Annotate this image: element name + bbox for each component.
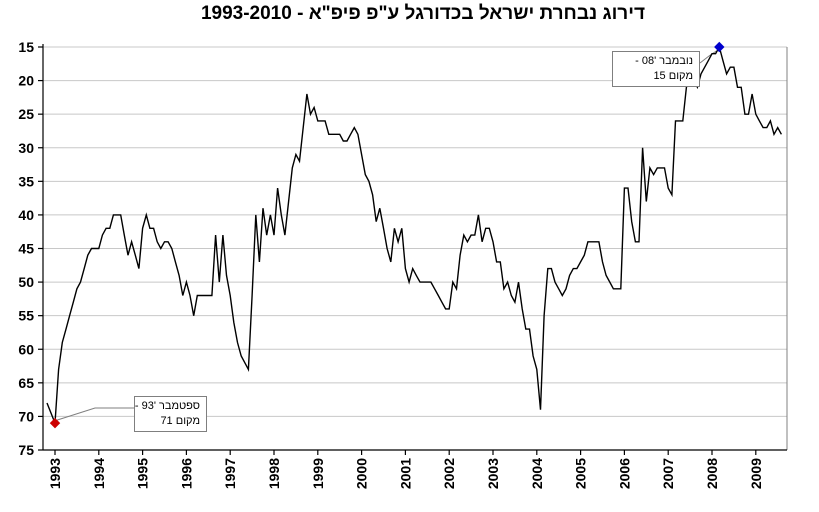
x-tick-label: 1998 (266, 458, 282, 489)
y-tick-label: 65 (18, 375, 34, 391)
worst-rank-marker (49, 417, 61, 429)
x-tick-label: 2008 (704, 458, 720, 489)
x-tick-label: 2007 (660, 458, 676, 489)
x-tick-label: 2002 (441, 458, 457, 489)
y-tick-label: 30 (18, 140, 34, 156)
x-tick-label: 2003 (485, 458, 501, 489)
x-tick-label: 1996 (178, 458, 194, 489)
x-tick-label: 2004 (529, 458, 545, 489)
ranking-line (46, 45, 783, 424)
connector-line-high (699, 50, 717, 64)
connector-line-low (56, 407, 134, 421)
y-tick-label: 20 (18, 73, 34, 89)
x-tick-label: 2005 (573, 458, 589, 489)
x-tick-label: 1993 (47, 458, 63, 489)
x-tick-label: 2000 (354, 458, 370, 489)
y-tick-label: 50 (18, 274, 34, 290)
y-tick-label: 45 (18, 241, 34, 257)
x-tick-label: 1995 (135, 458, 151, 489)
y-tick-label: 75 (18, 442, 34, 458)
annotation-text-line: נובמבר '08 - (635, 55, 693, 67)
annotation-sep-1993: ספטמבר '93 - מקום 71 (134, 396, 207, 432)
y-tick-label: 60 (18, 341, 34, 357)
x-tick-label: 2006 (616, 458, 632, 489)
x-tick-label: 1999 (310, 458, 326, 489)
chart-title: דירוג נבחרת ישראל בכדורגל ע"פ פיפ"א - 19… (200, 3, 646, 24)
annotation-text-line: מקום 15 (653, 70, 693, 82)
annotation-text-line: ספטמבר '93 - (134, 400, 200, 412)
x-tick-label: 2001 (397, 458, 413, 489)
x-tick-label: 1997 (222, 458, 238, 489)
y-tick-label: 25 (18, 106, 34, 122)
y-tick-label: 15 (18, 39, 34, 55)
best-rank-marker (714, 41, 725, 53)
annotation-nov-2008: נובמבר '08 - מקום 15 (612, 51, 700, 87)
y-tick-label: 55 (18, 308, 34, 324)
annotation-text-line: מקום 71 (160, 415, 200, 427)
x-tick-label: 2009 (748, 458, 764, 489)
x-tick-label: 1994 (91, 458, 107, 489)
y-tick-label: 70 (18, 408, 34, 424)
y-tick-label: 40 (18, 207, 34, 223)
y-tick-label: 35 (18, 173, 34, 189)
